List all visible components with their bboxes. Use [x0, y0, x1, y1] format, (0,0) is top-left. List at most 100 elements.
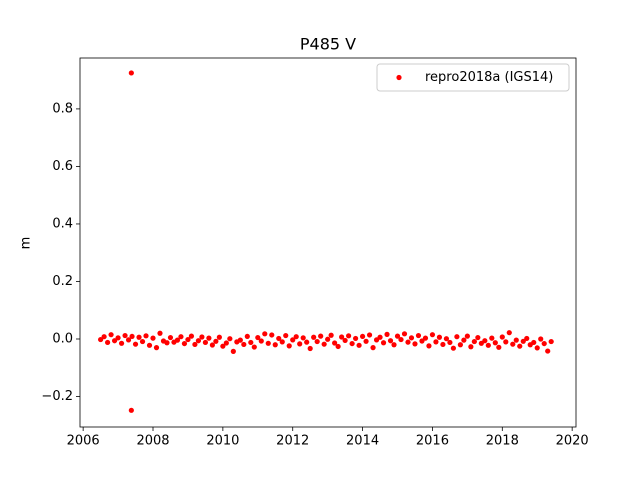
data-point	[531, 339, 537, 346]
x-tick-label: 2008	[136, 434, 169, 449]
data-point	[265, 340, 271, 346]
data-point	[136, 334, 142, 340]
data-point	[279, 339, 285, 345]
data-point	[457, 342, 463, 348]
y-tick-label: 0.8	[52, 101, 73, 116]
data-point	[248, 339, 254, 346]
data-point	[223, 340, 229, 346]
data-point	[335, 343, 341, 350]
x-tick-label: 2016	[416, 434, 449, 449]
data-point	[174, 337, 181, 343]
data-point	[443, 336, 450, 342]
data-point	[339, 334, 345, 340]
data-point	[520, 338, 526, 344]
data-point	[118, 340, 125, 346]
data-point	[450, 345, 456, 351]
data-point	[237, 337, 243, 343]
data-point	[328, 332, 334, 338]
data-point	[108, 332, 114, 338]
data-point	[181, 340, 188, 347]
data-point	[461, 337, 467, 343]
data-point	[433, 339, 439, 345]
data-point	[422, 335, 429, 341]
data-point	[143, 333, 149, 339]
data-point	[429, 332, 436, 338]
data-point	[153, 345, 160, 351]
data-point	[391, 342, 397, 348]
data-point	[195, 338, 202, 344]
data-point	[408, 335, 415, 341]
data-point	[387, 338, 394, 344]
data-point	[311, 334, 317, 340]
y-tick-label: −0.2	[41, 389, 73, 404]
data-point	[129, 333, 135, 340]
data-point	[150, 335, 156, 341]
data-point	[251, 344, 257, 350]
data-point	[524, 335, 530, 342]
data-point	[199, 334, 205, 340]
data-point	[325, 336, 331, 342]
data-point	[398, 336, 404, 343]
data-point	[447, 339, 453, 346]
y-axis-label: m	[19, 237, 34, 250]
data-point	[220, 343, 226, 349]
data-point	[471, 338, 477, 345]
legend-label: repro2018a (IGS14)	[425, 70, 553, 85]
data-point	[352, 335, 359, 342]
data-point	[377, 334, 383, 340]
y-tick-label: 0.6	[52, 159, 73, 174]
data-point	[213, 338, 219, 344]
data-point	[188, 333, 195, 339]
data-point	[146, 342, 153, 348]
legend-marker	[396, 74, 402, 81]
data-point	[297, 341, 303, 347]
data-point	[426, 343, 432, 349]
data-point	[412, 341, 418, 347]
data-point	[272, 342, 278, 348]
data-point	[436, 334, 443, 340]
data-point	[513, 337, 519, 343]
data-point	[290, 337, 296, 343]
data-point	[401, 331, 408, 337]
data-point	[545, 348, 551, 354]
data-point	[139, 338, 146, 345]
data-point	[342, 337, 348, 344]
y-tick-label: 0.2	[52, 274, 73, 289]
data-point	[419, 338, 425, 344]
data-point	[255, 334, 261, 341]
data-point	[405, 339, 411, 345]
data-point	[366, 332, 373, 338]
y-tick-label: 0.4	[52, 216, 73, 231]
legend-box	[376, 63, 570, 92]
data-point	[485, 342, 491, 348]
data-point	[506, 330, 512, 336]
data-point	[482, 338, 488, 344]
data-point	[307, 345, 313, 352]
data-point	[318, 333, 324, 339]
data-point	[346, 333, 352, 339]
data-point	[101, 334, 107, 340]
data-point	[202, 339, 208, 346]
data-point	[122, 332, 128, 339]
y-tick-label: 0.0	[52, 331, 73, 346]
data-point	[293, 334, 299, 340]
data-point	[510, 341, 516, 347]
data-point	[206, 335, 212, 341]
data-point	[244, 333, 250, 340]
data-point	[98, 336, 104, 343]
data-point	[104, 339, 111, 346]
data-point	[384, 331, 390, 337]
x-tick-label: 2020	[556, 434, 589, 449]
data-point	[349, 340, 355, 347]
data-point	[538, 336, 544, 342]
data-point	[370, 345, 376, 351]
plot-frame	[79, 57, 577, 428]
data-point	[128, 70, 134, 76]
data-point	[464, 333, 470, 339]
data-point	[286, 343, 292, 349]
data-point	[111, 338, 118, 344]
data-point	[548, 338, 554, 345]
data-point	[332, 340, 338, 346]
data-point	[415, 332, 422, 339]
